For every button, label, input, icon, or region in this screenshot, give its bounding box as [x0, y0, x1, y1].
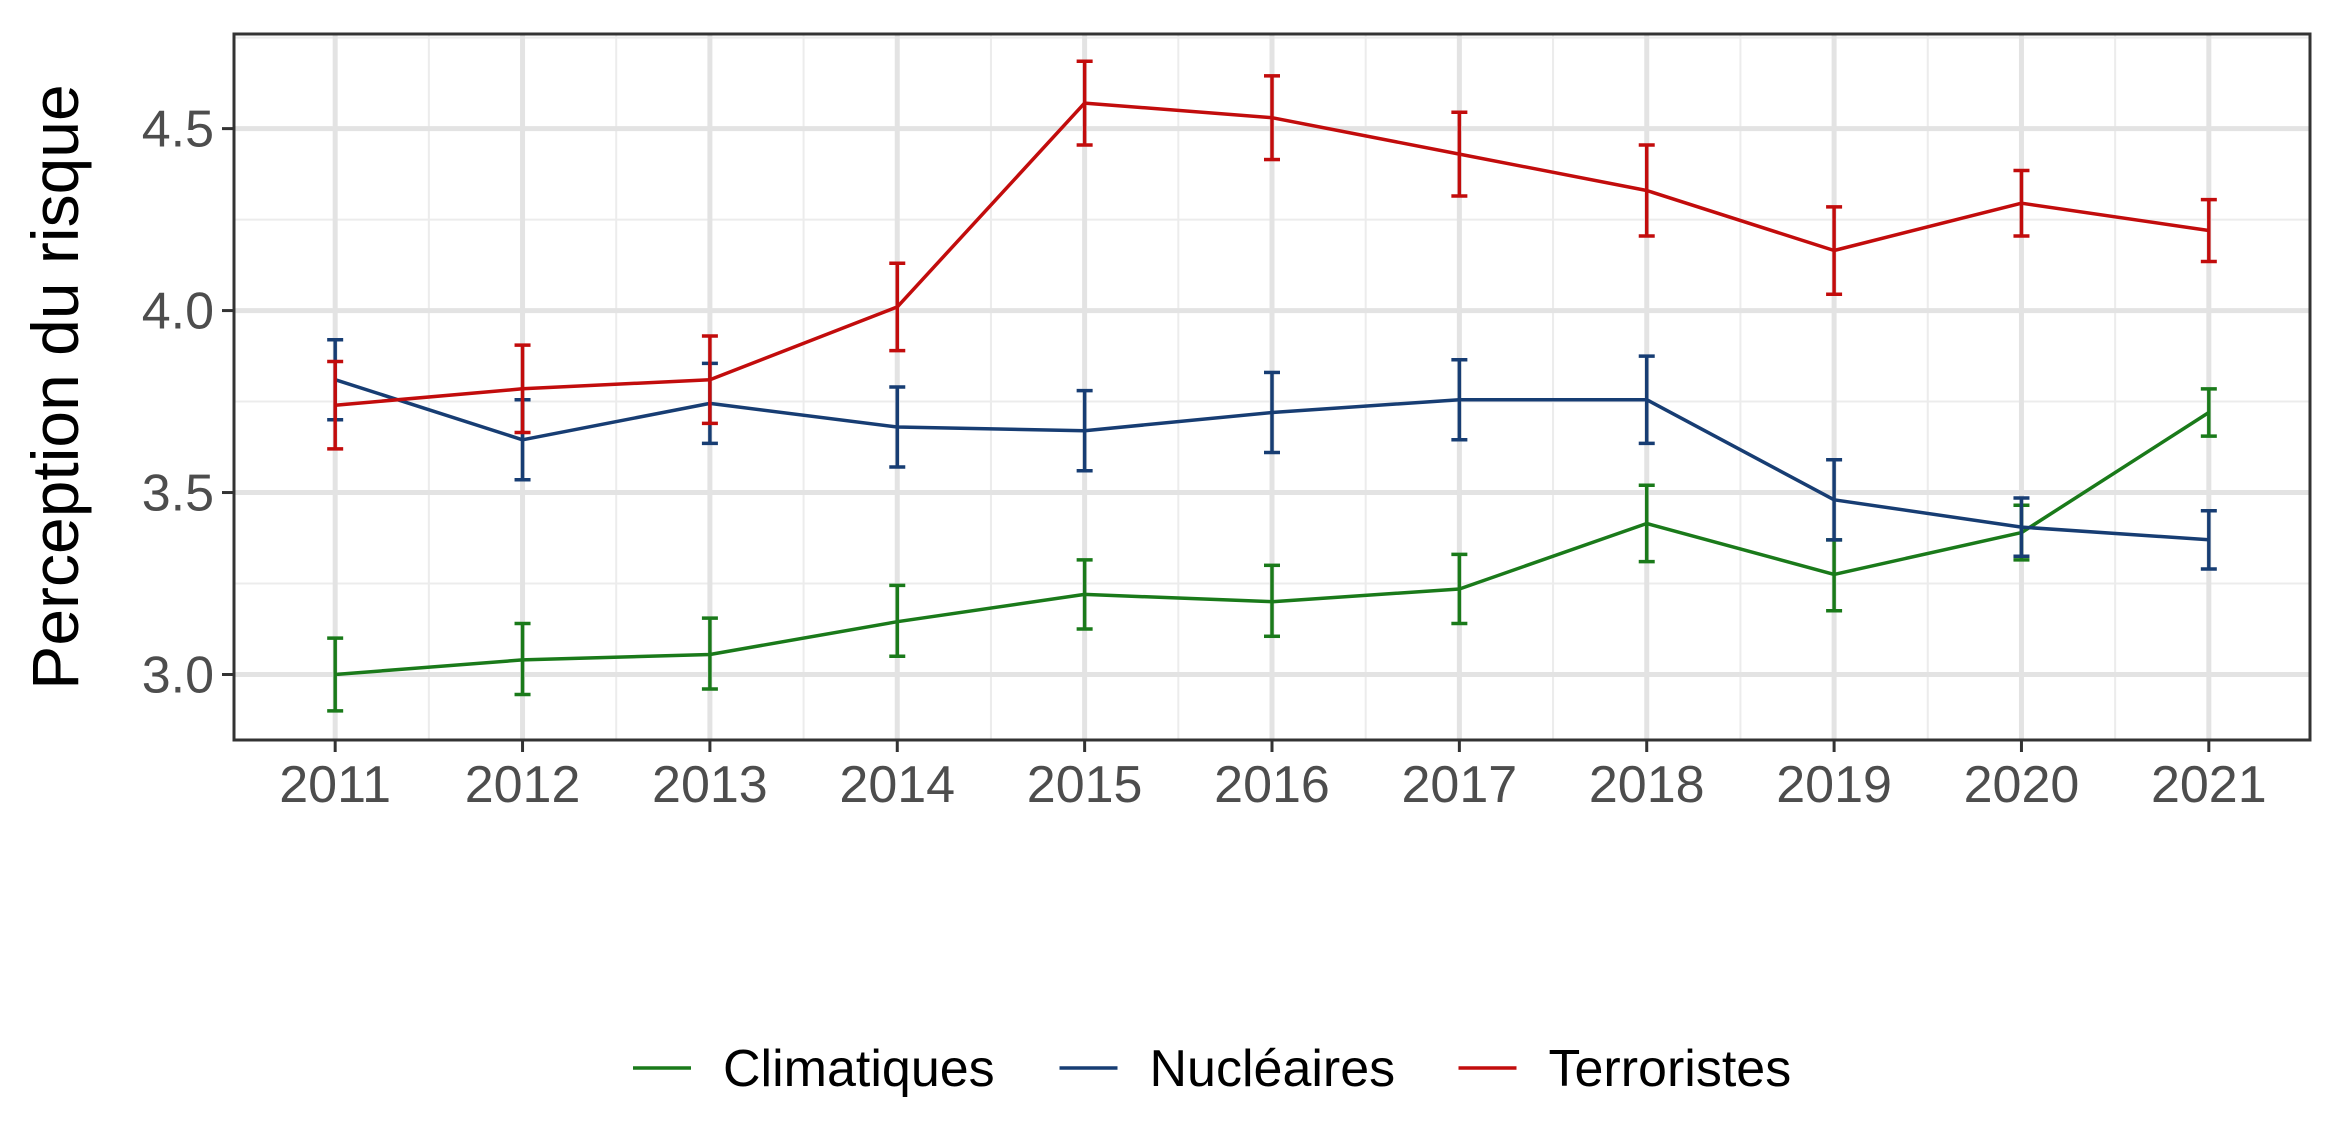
series-layer [327, 61, 2217, 711]
y-axis: 3.0 3.5 4.0 4.5 [142, 101, 234, 705]
legend: Climatiques Nucléaires Terroristes [633, 1040, 1791, 1098]
error-bar [1826, 540, 1842, 611]
x-tick-label: 2015 [1027, 756, 1143, 814]
y-tick-label: 4.5 [142, 101, 214, 159]
x-tick-label: 2011 [279, 756, 391, 814]
y-tick-label: 3.0 [142, 646, 214, 704]
x-tick-label: 2013 [652, 756, 768, 814]
y-axis-title: Perception du risque [18, 84, 92, 689]
x-tick-label: 2017 [1402, 756, 1518, 814]
x-tick-label: 2021 [2151, 756, 2267, 814]
legend-item-Climatiques: Climatiques [633, 1040, 995, 1098]
error-bar [2201, 389, 2217, 436]
y-tick-label: 3.5 [142, 465, 214, 523]
legend-item-Terroristes: Terroristes [1459, 1040, 1792, 1098]
legend-item-Nucléaires: Nucléaires [1060, 1040, 1396, 1098]
x-tick-label: 2018 [1589, 756, 1705, 814]
x-tick-label: 2014 [839, 756, 955, 814]
legend-label: Terroristes [1549, 1040, 1792, 1098]
x-tick-label: 2019 [1776, 756, 1892, 814]
x-tick-label: 2012 [465, 756, 581, 814]
error-bar [889, 263, 905, 350]
x-axis: 2011 2012 2013 2014 2015 2016 2017 2018 2019 2020… [279, 740, 2266, 814]
x-tick-label: 2020 [1964, 756, 2080, 814]
legend-label: Climatiques [723, 1040, 995, 1098]
legend-label: Nucléaires [1150, 1040, 1396, 1098]
x-tick-label: 2016 [1214, 756, 1330, 814]
y-tick-label: 4.0 [142, 283, 214, 341]
